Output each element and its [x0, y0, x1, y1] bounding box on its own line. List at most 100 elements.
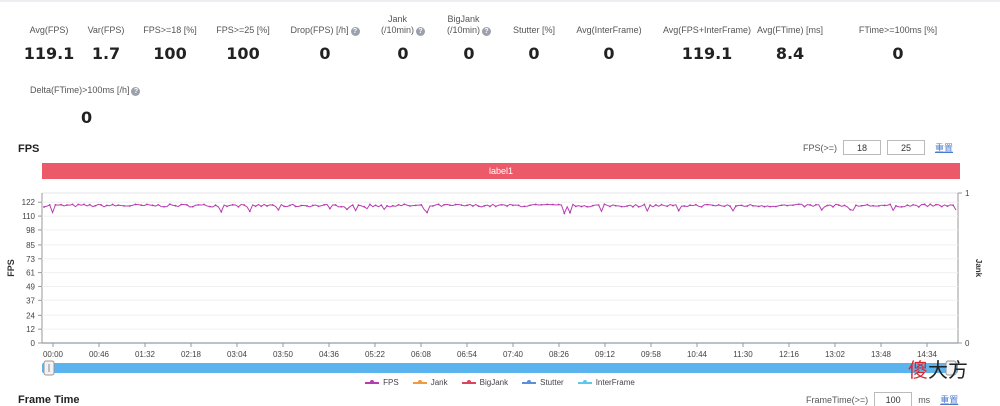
- zoom-slider-right-handle[interactable]: [945, 360, 957, 376]
- fps-point: [523, 205, 526, 208]
- x-tick-label: 13:02: [825, 350, 846, 359]
- fps-point: [597, 204, 600, 206]
- x-tick-label: 11:30: [733, 350, 753, 359]
- x-tick-label: 14:34: [917, 350, 938, 359]
- fps-point: [151, 204, 154, 207]
- legend-item-interframe[interactable]: InterFrame: [577, 378, 635, 387]
- fps-point: [917, 206, 920, 208]
- y-axis-label: FPS: [6, 259, 16, 277]
- stat-label-text: BigJank (/10min): [446, 14, 480, 35]
- stat-label: FPS>=18 [%]: [110, 12, 230, 36]
- fps-point: [174, 204, 177, 207]
- zoom-slider-track[interactable]: [42, 363, 958, 373]
- fps-point: [837, 204, 840, 206]
- x-tick-label: 13:48: [871, 350, 892, 359]
- fps-point: [437, 203, 440, 206]
- stat-value: 0: [603, 44, 615, 63]
- fps-point: [774, 205, 777, 208]
- fps-point: [220, 210, 223, 213]
- fps-point: [277, 208, 280, 211]
- stat-label: FTime>=100ms [%]: [838, 12, 958, 36]
- stat-label: Delta(FTime)>100ms [/h]?: [30, 84, 141, 96]
- stat-item: Drop(FPS) [/h]? 0: [265, 12, 385, 63]
- fps-point: [243, 204, 246, 206]
- fps-point: [409, 205, 411, 207]
- frame-time-reset-link[interactable]: 重置: [940, 395, 959, 405]
- fps-point: [163, 205, 165, 208]
- fps-point: [48, 204, 51, 206]
- fps-point: [134, 203, 137, 206]
- stat-value: 100: [226, 44, 260, 63]
- fps-point: [826, 204, 829, 207]
- stat-label: Avg(InterFrame): [549, 12, 669, 36]
- stat-label: Drop(FPS) [/h]?: [265, 12, 385, 36]
- fps-point: [534, 203, 537, 206]
- fps-point: [357, 204, 360, 206]
- watermark-first-char: 傻: [908, 358, 928, 382]
- stat-value: 100: [153, 44, 187, 63]
- fps-point: [557, 203, 560, 206]
- fps-point: [832, 205, 834, 208]
- fps-point: [477, 205, 480, 208]
- fps-point: [637, 205, 640, 208]
- stat-value: 119.1: [23, 44, 75, 63]
- legend-item-stutter[interactable]: Stutter: [522, 378, 564, 387]
- help-icon[interactable]: ?: [350, 27, 360, 36]
- fps-point: [677, 209, 680, 212]
- fps-point: [723, 205, 726, 208]
- fps-point: [912, 203, 915, 206]
- y-tick-label: 110: [22, 212, 35, 221]
- fps-threshold-25-input[interactable]: [887, 140, 926, 155]
- y-tick-label: 61: [26, 269, 35, 278]
- fps-point: [643, 203, 646, 206]
- frame-time-threshold-input[interactable]: [874, 392, 913, 406]
- fps-point: [180, 203, 183, 206]
- stat-item: Var(FPS) 1.7: [46, 12, 166, 63]
- legend-item-fps[interactable]: FPS: [365, 378, 399, 387]
- fps-point: [454, 203, 457, 206]
- help-icon[interactable]: ?: [416, 27, 425, 36]
- legend-item-bigjank[interactable]: BigJank: [461, 378, 508, 387]
- fps-reset-link[interactable]: 重置: [935, 143, 954, 153]
- fps-point: [729, 205, 732, 208]
- fps-point: [374, 204, 377, 207]
- label-bar[interactable]: label1: [42, 163, 960, 179]
- fps-point: [632, 205, 634, 208]
- y-tick-label: 122: [22, 198, 36, 207]
- stat-label: FPS>=25 [%]: [183, 12, 303, 36]
- fps-point: [123, 204, 125, 207]
- stat-label-text: Avg(FPS): [29, 25, 69, 35]
- stat-item: Avg(FPS+InterFrame) 119.1: [647, 12, 767, 63]
- fps-point: [752, 204, 754, 207]
- x-tick-label: 07:40: [503, 350, 524, 359]
- stat-value: 8.4: [775, 44, 805, 63]
- fps-point: [683, 205, 686, 207]
- fps-point: [843, 204, 846, 207]
- y-tick-label: 49: [26, 282, 35, 291]
- fps-point: [449, 204, 451, 207]
- fps-point: [226, 205, 228, 208]
- stats-row: Avg(FPS) 119.1 Var(FPS) 1.7 FPS>=18 [%] 100 FP…: [0, 12, 1000, 72]
- help-icon[interactable]: ?: [131, 87, 141, 96]
- fps-point: [65, 204, 68, 206]
- fps-point: [889, 203, 892, 206]
- fps-point: [603, 203, 606, 206]
- fps-threshold-control: FPS(>=) 重置: [803, 140, 953, 155]
- legend-item-jank[interactable]: Jank: [412, 378, 448, 387]
- fps-point: [323, 203, 326, 206]
- fps-point: [757, 205, 760, 208]
- fps-point: [54, 203, 57, 206]
- fps-point: [483, 204, 486, 207]
- fps-point: [540, 203, 543, 206]
- fps-point: [746, 205, 749, 207]
- y-tick-label: 98: [26, 226, 35, 235]
- fps-point: [466, 204, 469, 207]
- stat-value: 0: [81, 108, 93, 127]
- stat-label-text: FPS>=18 [%]: [143, 25, 197, 35]
- fps-point: [328, 207, 331, 210]
- fps-threshold-18-input[interactable]: [843, 140, 882, 155]
- help-icon[interactable]: ?: [482, 27, 491, 36]
- fps-chart[interactable]: 0 12 24 37 49 61 73 85 98 110 122 0 1 FPS Jank 00:00 00:…: [0, 0, 1000, 380]
- x-tick-label: 04:36: [319, 350, 340, 359]
- stat-item: FTime>=100ms [%] 0: [838, 12, 958, 63]
